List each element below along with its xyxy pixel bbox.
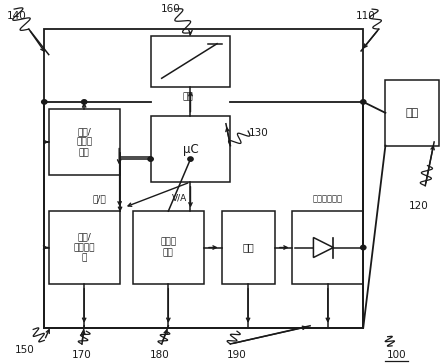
- Text: μC: μC: [183, 143, 198, 156]
- Bar: [292, 211, 363, 284]
- Text: 开/关: 开/关: [93, 194, 107, 203]
- Circle shape: [188, 157, 193, 161]
- Text: 过电流
保护: 过电流 保护: [160, 238, 176, 257]
- Bar: [49, 109, 120, 175]
- Text: V/A: V/A: [172, 194, 187, 203]
- Bar: [222, 211, 275, 284]
- Text: 160: 160: [161, 4, 180, 14]
- Bar: [385, 80, 439, 146]
- Bar: [151, 116, 230, 182]
- Circle shape: [361, 100, 366, 104]
- Text: 直流/
直流变换
器: 直流/ 直流变换 器: [74, 233, 95, 262]
- Circle shape: [82, 100, 87, 104]
- Text: 190: 190: [227, 350, 247, 360]
- Bar: [49, 211, 120, 284]
- Text: 分流: 分流: [242, 242, 254, 253]
- Bar: [44, 29, 363, 328]
- Text: 开始: 开始: [183, 92, 194, 101]
- Circle shape: [361, 245, 366, 250]
- Text: 负载: 负载: [405, 108, 419, 118]
- Bar: [133, 211, 204, 284]
- Text: 150: 150: [15, 345, 34, 355]
- Text: 170: 170: [72, 350, 92, 360]
- Text: 100: 100: [387, 350, 406, 360]
- Circle shape: [148, 157, 153, 161]
- Text: 反向功率保护: 反向功率保护: [313, 194, 343, 203]
- Text: 130: 130: [249, 128, 269, 138]
- Text: 180: 180: [150, 350, 169, 360]
- Circle shape: [42, 100, 47, 104]
- Text: 110: 110: [356, 11, 375, 21]
- Text: 140: 140: [7, 11, 27, 21]
- Bar: [151, 36, 230, 87]
- Text: 直流/
直流变
换器: 直流/ 直流变 换器: [76, 127, 92, 157]
- Text: 120: 120: [409, 201, 428, 211]
